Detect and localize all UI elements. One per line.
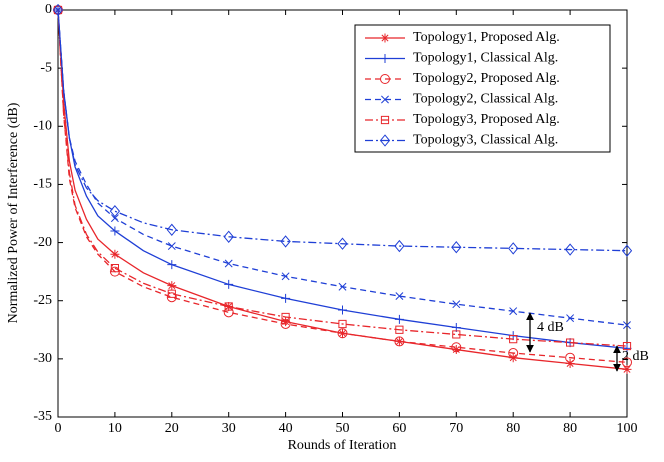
marker — [280, 235, 291, 248]
x-tick-label: 80 — [563, 421, 577, 436]
marker — [622, 343, 632, 353]
x-tick-label: 50 — [336, 421, 350, 436]
marker — [394, 336, 405, 347]
x-tick-label: 10 — [108, 421, 122, 436]
marker — [166, 223, 177, 236]
marker — [623, 321, 631, 330]
legend-marker — [381, 95, 389, 104]
marker — [52, 3, 64, 17]
y-tick-label: -35 — [33, 409, 52, 424]
marker — [281, 293, 291, 303]
marker — [110, 226, 120, 236]
marker — [223, 307, 234, 318]
marker — [338, 319, 347, 329]
marker — [451, 241, 462, 254]
legend-label: Topology3, Proposed Alg. — [413, 112, 560, 127]
x-tick-label: 100 — [617, 421, 638, 436]
marker — [281, 312, 290, 322]
y-tick-label: -5 — [40, 60, 52, 75]
y-tick-label: -10 — [33, 119, 52, 134]
marker — [566, 338, 575, 347]
marker — [338, 305, 347, 315]
marker — [565, 359, 575, 369]
legend-marker — [380, 33, 390, 43]
legend-label: Topology2, Proposed Alg. — [413, 71, 560, 86]
marker — [564, 243, 576, 256]
y-tick-label: -20 — [33, 235, 52, 250]
x-tick-label: 80 — [506, 421, 520, 436]
marker — [395, 325, 404, 334]
legend-marker — [380, 74, 390, 84]
series-line — [57, 9, 628, 252]
marker — [224, 259, 233, 268]
marker — [280, 318, 291, 329]
marker — [508, 348, 519, 359]
marker — [508, 242, 519, 255]
x-tick-label: 60 — [392, 421, 406, 436]
marker — [394, 336, 404, 346]
marker — [167, 289, 176, 298]
marker — [452, 300, 461, 309]
marker — [223, 230, 234, 243]
legend-marker — [380, 54, 390, 63]
marker — [338, 282, 347, 291]
marker — [509, 334, 518, 344]
marker — [167, 260, 177, 270]
marker — [395, 292, 404, 301]
y-tick-label: -25 — [33, 293, 52, 308]
legend-box — [354, 24, 611, 153]
legend-label: Topology1, Classical Alg. — [413, 51, 558, 66]
y-tick-label: -30 — [33, 351, 52, 366]
annotation-text: 2 dB — [622, 349, 649, 364]
legend-label: Topology2, Classical Alg. — [413, 92, 558, 107]
y-axis-label: Normalized Power of Interference (dB) — [6, 102, 21, 323]
marker — [110, 249, 120, 259]
x-tick-label: 30 — [222, 421, 236, 436]
marker — [109, 204, 121, 218]
marker — [622, 364, 632, 374]
x-tick-label: 70 — [449, 421, 463, 436]
x-tick-label: 40 — [279, 421, 293, 436]
marker — [167, 281, 177, 291]
marker — [565, 352, 576, 363]
series-line — [57, 9, 628, 363]
marker — [110, 264, 119, 273]
x-tick-label: 0 — [55, 421, 62, 436]
marker — [451, 345, 461, 355]
legend-marker — [379, 134, 391, 147]
legend-marker — [380, 115, 390, 125]
marker — [110, 214, 119, 223]
marker — [167, 242, 176, 251]
marker — [281, 317, 291, 327]
marker — [224, 302, 233, 311]
x-axis-label: Rounds of Iteration — [288, 438, 397, 453]
marker — [566, 314, 575, 323]
marker — [394, 239, 405, 253]
annotation-text: 4 dB — [537, 320, 564, 335]
legend-label: Topology3, Classical Alg. — [413, 133, 558, 148]
marker — [337, 328, 348, 339]
marker — [622, 357, 632, 368]
marker — [394, 314, 404, 324]
y-tick-label: 0 — [45, 2, 52, 17]
series-line — [57, 9, 628, 347]
marker — [281, 272, 290, 281]
marker — [451, 342, 462, 353]
y-tick-label: -15 — [33, 177, 52, 192]
legend-label: Topology1, Proposed Alg. — [413, 30, 560, 45]
marker — [622, 341, 632, 351]
marker — [224, 302, 234, 312]
marker — [452, 330, 461, 339]
marker — [109, 266, 120, 277]
marker — [621, 244, 633, 257]
marker — [224, 279, 234, 289]
x-tick-label: 20 — [165, 421, 179, 436]
marker — [337, 237, 348, 250]
marker — [166, 292, 177, 303]
marker — [509, 307, 518, 316]
